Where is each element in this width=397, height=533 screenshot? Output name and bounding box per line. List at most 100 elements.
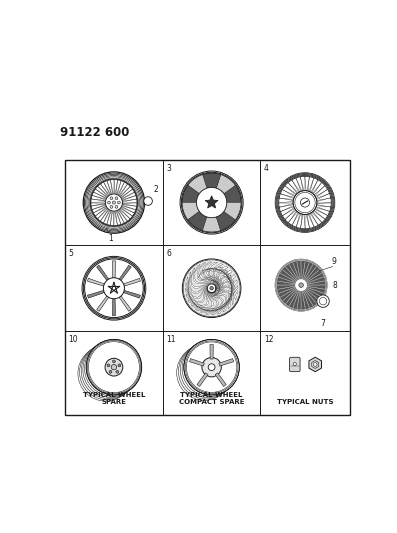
Text: 8: 8 [333,281,337,290]
Polygon shape [212,279,232,314]
Circle shape [110,206,113,208]
Circle shape [317,295,329,308]
Polygon shape [87,278,104,286]
Polygon shape [188,290,219,311]
Polygon shape [198,266,238,294]
Circle shape [313,362,317,366]
Polygon shape [214,272,235,312]
Text: 9: 9 [331,257,336,266]
Polygon shape [200,290,230,313]
Wedge shape [224,185,241,203]
Text: 7: 7 [320,319,325,328]
Circle shape [293,191,317,214]
Circle shape [86,340,142,395]
Circle shape [103,278,124,299]
Circle shape [115,197,118,200]
Polygon shape [185,288,208,306]
Text: TYPICAL NUTS: TYPICAL NUTS [277,399,333,406]
Polygon shape [210,344,213,359]
Circle shape [207,284,216,293]
Polygon shape [195,292,227,311]
Circle shape [86,340,142,395]
Polygon shape [215,270,232,286]
Circle shape [110,197,113,200]
Polygon shape [215,274,235,286]
Polygon shape [96,296,109,311]
Circle shape [293,362,296,366]
Polygon shape [112,261,116,278]
Polygon shape [190,268,209,288]
Wedge shape [182,185,199,203]
Text: 6: 6 [166,249,172,258]
Polygon shape [202,262,212,284]
Circle shape [197,188,227,217]
Wedge shape [188,175,207,193]
Wedge shape [188,212,207,230]
Polygon shape [219,359,234,366]
Wedge shape [216,212,235,230]
Polygon shape [189,359,204,366]
Circle shape [78,346,133,401]
Wedge shape [182,203,199,220]
Polygon shape [201,268,236,300]
Text: 4: 4 [264,164,269,173]
Wedge shape [202,173,221,188]
Circle shape [184,340,239,395]
Text: 91122 600: 91122 600 [60,126,130,139]
Polygon shape [191,291,224,311]
Polygon shape [112,298,116,316]
Circle shape [109,370,112,373]
Circle shape [299,283,303,287]
Text: 3: 3 [166,164,172,173]
Circle shape [79,344,135,400]
Circle shape [301,198,310,207]
Text: 2: 2 [154,184,159,193]
FancyBboxPatch shape [289,357,300,372]
Circle shape [118,364,121,367]
Polygon shape [212,270,234,309]
Polygon shape [205,196,218,208]
Circle shape [183,260,240,317]
Circle shape [81,343,137,399]
Circle shape [182,341,237,396]
Polygon shape [206,268,234,305]
Circle shape [118,201,120,204]
Polygon shape [197,373,208,386]
Circle shape [85,341,140,396]
Polygon shape [215,373,226,386]
Polygon shape [96,265,109,280]
Polygon shape [197,263,211,284]
Polygon shape [123,278,141,286]
Circle shape [275,259,327,311]
Circle shape [177,345,232,400]
Circle shape [105,194,123,211]
Wedge shape [216,175,235,193]
Polygon shape [193,264,210,285]
Circle shape [179,344,234,399]
Polygon shape [186,289,214,308]
Circle shape [115,206,118,208]
Circle shape [116,370,119,373]
Circle shape [112,360,116,363]
Wedge shape [224,203,241,220]
Circle shape [112,201,116,204]
Polygon shape [208,262,218,284]
Polygon shape [123,290,141,298]
Circle shape [208,364,215,370]
Circle shape [105,358,123,376]
Polygon shape [213,263,223,284]
Polygon shape [119,265,131,280]
Polygon shape [119,296,131,311]
Circle shape [111,365,117,370]
Circle shape [202,358,221,377]
Circle shape [83,342,138,398]
Text: TYPICAL WHEEL
COMPACT SPARE: TYPICAL WHEEL COMPACT SPARE [179,392,245,406]
Text: 5: 5 [69,249,73,258]
Text: TYPICAL WHEEL
SPARE: TYPICAL WHEEL SPARE [83,392,145,406]
Polygon shape [216,280,237,288]
Bar [65,160,350,415]
Circle shape [197,188,227,217]
Circle shape [295,279,308,292]
Polygon shape [206,285,231,314]
Polygon shape [185,282,207,303]
